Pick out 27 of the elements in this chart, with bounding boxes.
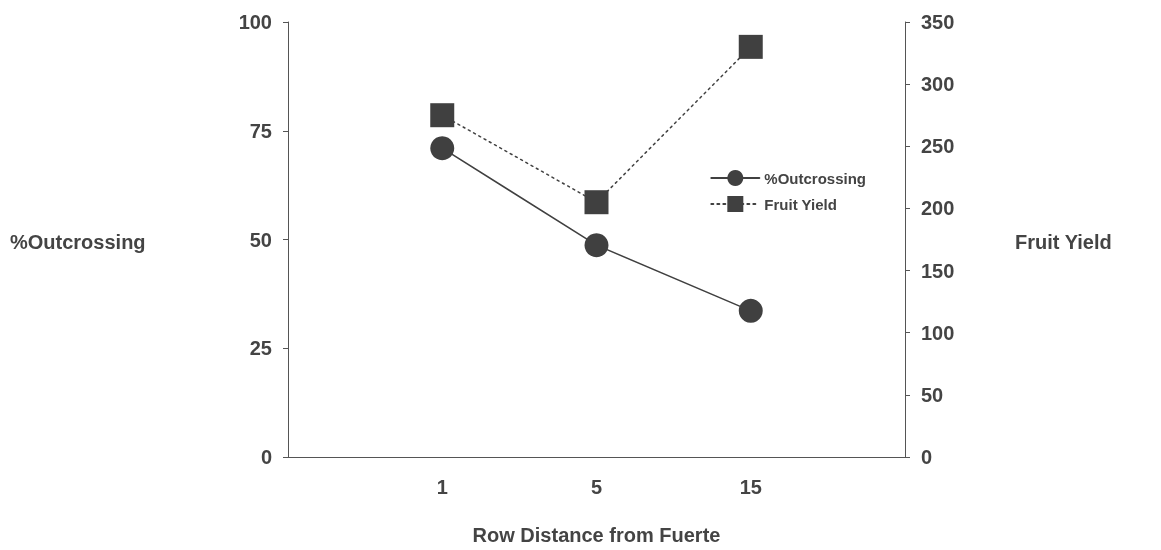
legend-label: Fruit Yield [764, 195, 837, 213]
y2-tick-label: 50 [921, 383, 944, 406]
point [738, 34, 763, 59]
y2-tick-label: 0 [921, 446, 933, 468]
legend-label: %Outcrossing [764, 169, 867, 187]
y2-tick-label: 100 [921, 321, 955, 344]
y-tick-label: 100 [238, 11, 272, 33]
y2-tick-label: 150 [921, 259, 955, 282]
point [430, 103, 455, 128]
x-tick-label: 1 [436, 476, 448, 498]
y2-axis-title: Fruit Yield [1015, 231, 1112, 253]
point [584, 190, 609, 215]
y2-tick-label: 200 [921, 197, 955, 220]
y-tick-label: 25 [249, 337, 272, 360]
x-tick-label: 15 [739, 476, 762, 498]
point [738, 298, 763, 323]
y-tick-label: 50 [249, 228, 272, 251]
y-tick-label: 0 [260, 446, 272, 468]
y2-tick-label: 350 [921, 11, 955, 33]
point [430, 136, 455, 161]
y-tick-label: 75 [249, 119, 272, 142]
y2-tick-label: 300 [921, 73, 955, 96]
y-axis-title: %Outcrossing [10, 231, 146, 253]
y2-tick-label: 250 [921, 135, 955, 158]
x-axis-title: Row Distance from Fuerte [472, 524, 721, 546]
x-tick-label: 5 [590, 476, 603, 498]
point [584, 233, 609, 258]
